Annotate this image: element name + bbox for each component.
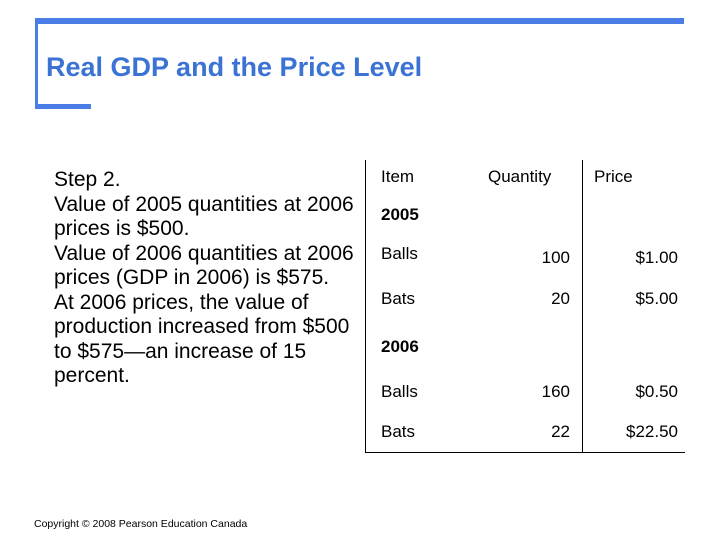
row-item: Bats [381,289,416,308]
body-line-increase: At 2006 prices, the value of production … [54,290,350,388]
table-divider-left [365,160,366,453]
header-quantity: Quantity [488,167,552,186]
row-quantity: 100 [541,248,570,267]
row-quantity: 20 [551,289,570,308]
body-line-value-2005: Value of 2005 quantities at 2006 prices … [54,192,354,241]
row-item: Balls [381,382,418,401]
header-price: Price [594,167,633,186]
group-year-2006: 2006 [381,337,419,356]
row-quantity: 160 [541,382,570,401]
table-bottom-rule [365,452,685,453]
body-line-value-2006: Value of 2006 quantities at 2006 prices … [54,241,354,290]
body-line-step: Step 2. [54,168,121,191]
row-price: $0.50 [635,382,678,401]
row-price: $5.00 [635,289,678,308]
group-year-2005: 2005 [381,205,419,224]
row-item: Bats [381,422,416,441]
row-price: $1.00 [635,248,678,267]
header-item: Item [381,167,415,186]
row-price: $22.50 [626,422,678,441]
title-frame-top [36,18,684,24]
body-text: Step 2. Value of 2005 quantities at 2006… [54,168,354,389]
copyright-footer: Copyright © 2008 Pearson Education Canad… [34,518,248,530]
title-frame-left [35,18,38,107]
table-divider-middle [582,160,583,453]
row-quantity: 22 [551,422,570,441]
slide-title: Real GDP and the Price Level [46,52,423,82]
row-item: Balls [381,244,418,263]
title-frame-bottom [35,104,91,109]
